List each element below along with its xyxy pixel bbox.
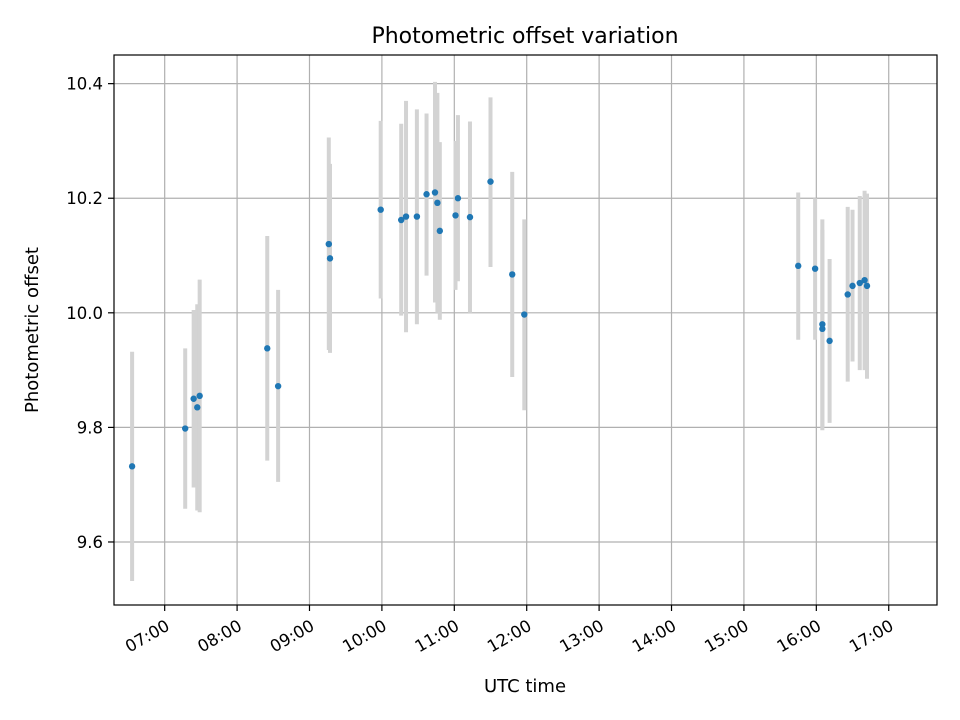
data-point [811,265,819,272]
data-point [190,395,197,402]
data-point [849,282,856,290]
data-point [423,191,430,198]
x-tick-label: 07:00 [122,616,173,656]
data-point [856,279,863,287]
x-tick-label: 13:00 [556,616,607,656]
x-tick-label: 16:00 [774,616,825,656]
x-tick-label: 12:00 [484,616,535,656]
x-tick-label: 17:00 [846,616,897,656]
data-point [819,325,826,333]
data-point [194,404,201,411]
data-point [487,178,494,185]
data-point [436,227,444,235]
data-point [264,345,271,352]
data-point [844,291,851,298]
y-tick-label: 10.0 [66,304,103,323]
x-tick-label: 11:00 [412,616,463,656]
data-point [128,463,136,470]
data-point [795,262,802,270]
data-point [861,276,868,284]
x-axis-ticks: 07:00 08:00 09:00 10:00 11:00 12:00 13:00 14:00… [122,605,897,656]
y-tick-label: 10.4 [66,75,103,94]
data-point [431,189,439,196]
data-point [452,212,459,219]
data-point [863,282,871,290]
data-point [434,199,441,207]
data-point [509,271,516,278]
data-point [454,195,462,202]
data-point [826,337,833,345]
data-point [326,255,334,262]
data-point [402,213,410,220]
y-tick-label: 9.8 [77,418,103,437]
y-tick-label: 9.6 [77,533,103,552]
data-point [274,382,282,390]
x-tick-label: 14:00 [629,616,680,656]
y-axis-ticks: 9.6 9.8 10.0 10.2 10.4 [66,75,114,552]
data-point [398,216,405,224]
x-tick-label: 09:00 [267,616,318,656]
data-point [325,240,333,248]
data-point [196,392,203,400]
y-tick-label: 10.2 [66,189,103,208]
data-point [521,311,528,318]
data-point [377,206,384,213]
data-point [466,213,474,221]
data-points [128,178,871,470]
plot-frame [113,54,938,606]
chart-title: Photometric offset variation [371,24,678,49]
x-tick-label: 15:00 [701,616,752,656]
error-bars [130,81,870,581]
data-point [413,213,421,220]
y-axis-label: Photometric offset [22,247,43,413]
x-tick-label: 08:00 [194,616,245,656]
x-axis-label: UTC time [484,676,566,697]
data-point [181,425,189,432]
data-point [819,321,826,328]
x-tick-label: 10:00 [339,616,390,656]
